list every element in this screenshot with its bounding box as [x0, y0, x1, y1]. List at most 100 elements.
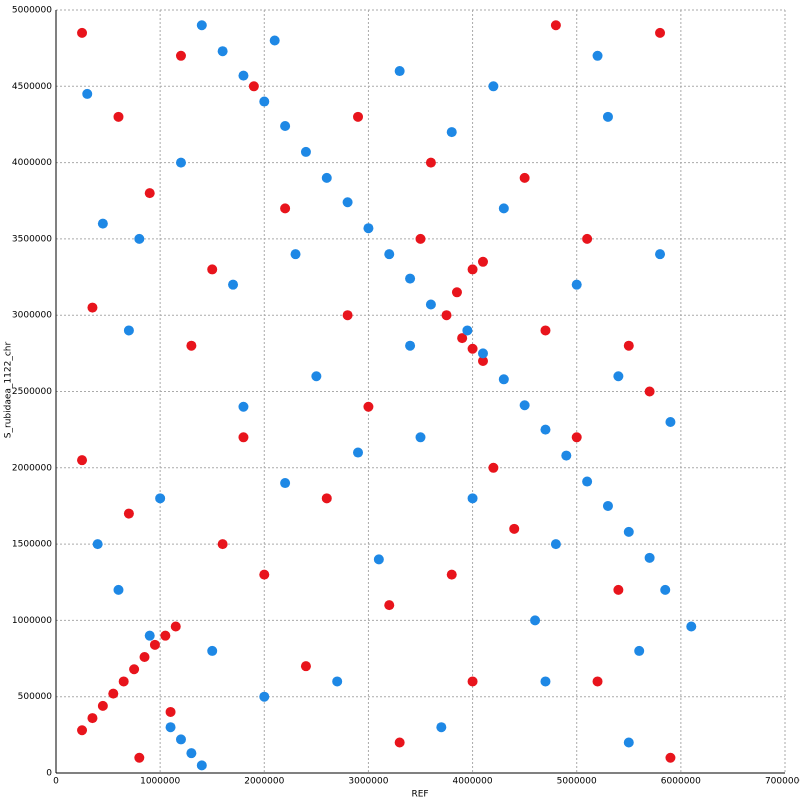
point: [321, 493, 332, 504]
point: [280, 203, 291, 214]
point: [134, 233, 145, 244]
point: [108, 688, 119, 699]
point: [300, 146, 311, 157]
point: [342, 197, 353, 208]
point: [155, 493, 166, 504]
point: [425, 299, 436, 310]
point: [248, 81, 259, 92]
x-tick-label: 4000000: [453, 777, 493, 787]
point: [415, 432, 426, 443]
point: [457, 333, 468, 344]
x-tick-label: 3000000: [348, 777, 388, 787]
point: [509, 523, 520, 534]
point: [139, 652, 150, 663]
point: [363, 401, 374, 412]
point: [405, 340, 416, 351]
x-tick-label: 0: [53, 777, 59, 787]
point: [175, 157, 186, 168]
point: [165, 706, 176, 717]
point: [238, 401, 249, 412]
point: [488, 462, 499, 473]
point: [467, 676, 478, 687]
point: [540, 424, 551, 435]
point: [207, 264, 218, 275]
point: [467, 264, 478, 275]
y-tick-label: 3000000: [12, 311, 52, 321]
point: [550, 539, 561, 550]
point: [149, 639, 160, 650]
point: [129, 664, 140, 675]
y-axis-label: S_rubidaea_1122_chr: [4, 342, 14, 439]
point: [582, 233, 593, 244]
point: [207, 645, 218, 656]
point: [530, 615, 541, 626]
point: [196, 760, 207, 771]
y-tick-label: 2500000: [12, 387, 52, 397]
point: [97, 218, 108, 229]
point: [144, 188, 155, 199]
point: [196, 20, 207, 31]
point: [415, 233, 426, 244]
x-tick-label: 1000000: [140, 777, 180, 787]
x-tick-label: 2000000: [244, 777, 284, 787]
point: [87, 713, 98, 724]
point: [384, 249, 395, 260]
point: [477, 256, 488, 267]
point: [77, 455, 88, 466]
x-axis-label: REF: [411, 790, 428, 800]
point: [441, 310, 452, 321]
point: [519, 400, 530, 411]
point: [425, 157, 436, 168]
point: [634, 645, 645, 656]
point: [186, 340, 197, 351]
point: [259, 569, 270, 580]
point: [623, 340, 634, 351]
point: [123, 508, 134, 519]
point: [311, 371, 322, 382]
point: [592, 50, 603, 61]
point: [477, 355, 488, 366]
point: [462, 325, 473, 336]
point: [269, 35, 280, 46]
point: [613, 584, 624, 595]
point: [217, 46, 228, 57]
x-tick-label: 6000000: [661, 777, 701, 787]
point: [97, 700, 108, 711]
point: [477, 348, 488, 359]
point: [300, 661, 311, 672]
point: [436, 722, 447, 733]
point: [186, 748, 197, 759]
point: [82, 88, 93, 99]
point: [92, 539, 103, 550]
point: [259, 691, 270, 702]
point: [118, 676, 129, 687]
point: [77, 725, 88, 736]
y-tick-label: 1000000: [12, 616, 52, 626]
point: [175, 734, 186, 745]
point: [467, 493, 478, 504]
point: [290, 249, 301, 260]
point: [446, 127, 457, 138]
point: [660, 584, 671, 595]
point: [665, 417, 676, 428]
point: [582, 476, 593, 487]
point: [467, 343, 478, 354]
point: [571, 279, 582, 290]
point: [238, 70, 249, 81]
point: [165, 722, 176, 733]
point: [363, 223, 374, 234]
point: [384, 600, 395, 611]
point: [519, 172, 530, 183]
point: [488, 81, 499, 92]
x-tick-label: 5000000: [557, 777, 597, 787]
point: [342, 310, 353, 321]
y-tick-label: 500000: [18, 692, 53, 702]
point: [332, 676, 343, 687]
point: [623, 526, 634, 537]
point: [602, 111, 613, 122]
point: [321, 172, 332, 183]
point: [655, 27, 666, 38]
point: [87, 302, 98, 313]
point: [77, 27, 88, 38]
